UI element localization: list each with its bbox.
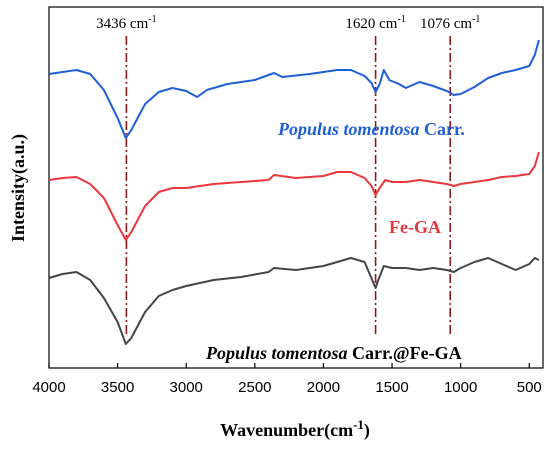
- peak-label-3: 1076 cm-1: [420, 14, 480, 32]
- x-tick-label-500: 500: [517, 379, 542, 396]
- series-label-populus-fe-ga: Populus tomentosa Carr.@Fe-GA: [205, 343, 462, 363]
- series-layer: [48, 39, 540, 345]
- x-tick-label-2500: 2500: [238, 379, 271, 396]
- x-tick-label-3000: 3000: [170, 379, 203, 396]
- x-tick-label-2000: 2000: [307, 379, 340, 396]
- y-axis-title: Intensity(a.u.): [8, 134, 29, 242]
- peak-labels: 3436 cm-1 1620 cm-1 1076 cm-1: [96, 14, 480, 32]
- x-tick-label-1500: 1500: [375, 379, 408, 396]
- series-line-3: [48, 257, 540, 345]
- x-tick-label-3500: 3500: [101, 379, 134, 396]
- reference-lines: [125, 36, 452, 336]
- plot-frame: [48, 6, 544, 369]
- x-tick-label-4000: 4000: [32, 379, 65, 396]
- peak-label-1: 3436 cm-1: [96, 14, 156, 32]
- series-line-2: [48, 151, 540, 241]
- x-axis-title: Wavenumber(cm-1): [220, 417, 370, 441]
- series-label-fe-ga: Fe-GA: [389, 217, 441, 237]
- series-label-populus: Populus tomentosa Carr.: [277, 119, 465, 139]
- x-tick-label-1000: 1000: [444, 379, 477, 396]
- x-ticks: 4000 3500 3000 2500 2000 1500 1000 500: [32, 363, 542, 396]
- peak-label-2: 1620 cm-1: [345, 14, 405, 32]
- series-line-1: [48, 39, 540, 139]
